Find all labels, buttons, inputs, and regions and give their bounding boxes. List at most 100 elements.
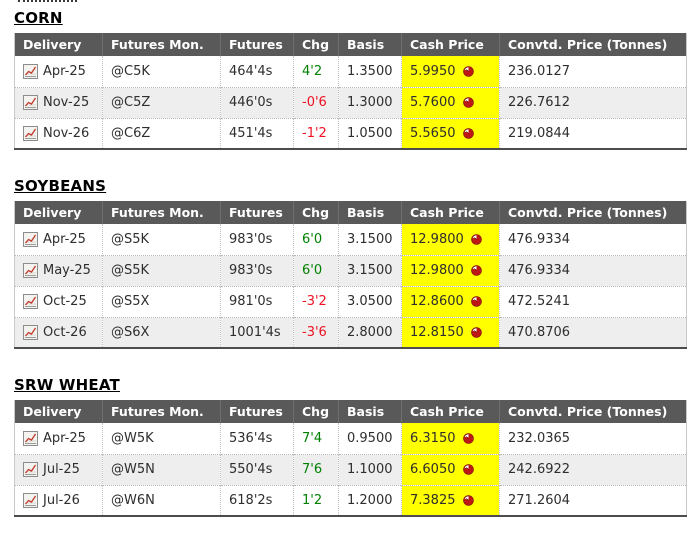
cash-price-cell: 6.6050 (401, 453, 500, 485)
delayed-quote-clock-icon (470, 233, 482, 245)
price-chart-icon[interactable] (23, 95, 38, 110)
basis-cell: 3.1500 (338, 254, 402, 286)
futures-price-cell: 981'0s (220, 285, 294, 317)
cash-price-cell: 12.8600 (401, 285, 500, 317)
table-row: Oct-26 @S6X 1001'4s -3'6 2.8000 12.8150 … (14, 316, 687, 348)
cash-price-cell: 7.3825 (401, 484, 500, 516)
delivery-label: Jul-26 (43, 492, 80, 508)
table-header-row: Delivery Futures Mon. Futures Chg Basis … (14, 201, 687, 224)
delayed-quote-clock-icon (470, 265, 482, 276)
futures-price-cell: 1001'4s (220, 316, 294, 348)
col-header-futures: Futures (220, 400, 294, 423)
delivery-cell: Oct-26 (14, 316, 103, 348)
table-row: Jul-26 @W6N 618'2s 1'2 1.2000 7.3825 271… (14, 484, 687, 516)
price-chart-icon[interactable] (23, 294, 38, 309)
change-cell: 7'6 (293, 453, 339, 485)
cash-price-value: 6.6050 (410, 462, 456, 477)
col-header-futures: Futures (220, 33, 294, 56)
convtd-price-cell: 470.8706 (499, 316, 687, 348)
change-cell: -3'6 (293, 316, 339, 348)
delivery-cell: Nov-25 (14, 86, 103, 118)
col-header-chg: Chg (293, 400, 339, 423)
cash-price-cell: 6.3150 (401, 423, 500, 454)
change-cell: 1'2 (293, 484, 339, 516)
cash-price-cell: 12.9800 (401, 224, 500, 255)
cash-price-value: 6.3150 (410, 430, 456, 446)
futures-price-cell: 446'0s (220, 86, 294, 118)
basis-cell: 3.0500 (338, 285, 402, 317)
basis-cell: 2.8000 (338, 316, 402, 348)
price-chart-icon[interactable] (23, 430, 38, 446)
table-header-row: Delivery Futures Mon. Futures Chg Basis … (14, 33, 687, 56)
col-header-futures: Futures (220, 201, 294, 224)
cash-bids-table: Delivery Futures Mon. Futures Chg Basis … (14, 201, 687, 349)
delivery-label: May-25 (43, 263, 91, 278)
cash-price-value: 12.9800 (410, 231, 464, 247)
price-chart-icon[interactable] (23, 462, 38, 477)
futures-price-cell: 451'4s (220, 117, 294, 149)
futures-price-cell: 983'0s (220, 224, 294, 255)
table-row: Apr-25 @S5K 983'0s 6'0 3.1500 12.9800 47… (14, 224, 687, 255)
futures-month-cell: @S5K (102, 254, 221, 286)
delayed-quote-clock-icon (462, 464, 474, 475)
futures-price-cell: 536'4s (220, 423, 294, 454)
futures-price-cell: 550'4s (220, 453, 294, 485)
col-header-basis: Basis (338, 400, 402, 423)
cash-price-cell: 12.8150 (401, 316, 500, 348)
delayed-quote-clock-icon (470, 326, 482, 338)
col-header-delivery: Delivery (14, 33, 103, 56)
change-cell: -1'2 (293, 117, 339, 149)
futures-month-cell: @C6Z (102, 117, 221, 149)
futures-month-cell: @S5K (102, 224, 221, 255)
convtd-price-cell: 472.5241 (499, 285, 687, 317)
col-header-futures-month: Futures Mon. (102, 201, 221, 224)
table-row: Apr-25 @C5K 464'4s 4'2 1.3500 5.9950 236… (14, 56, 687, 87)
futures-price-cell: 618'2s (220, 484, 294, 516)
price-chart-icon[interactable] (23, 492, 38, 508)
col-header-futures-month: Futures Mon. (102, 400, 221, 423)
change-cell: 7'4 (293, 423, 339, 454)
convtd-price-cell: 271.2604 (499, 484, 687, 516)
change-cell: 6'0 (293, 254, 339, 286)
cash-price-cell: 5.9950 (401, 56, 500, 87)
table-row: Nov-25 @C5Z 446'0s -0'6 1.3000 5.7600 22… (14, 86, 687, 118)
section-title: SRW WHEAT (14, 376, 120, 394)
section-title: SOYBEANS (14, 177, 107, 195)
basis-cell: 3.1500 (338, 224, 402, 255)
col-header-futures-month: Futures Mon. (102, 33, 221, 56)
col-header-chg: Chg (293, 33, 339, 56)
convtd-price-cell: 219.0844 (499, 117, 687, 149)
col-header-delivery: Delivery (14, 201, 103, 224)
delivery-label: Oct-25 (43, 294, 87, 309)
delivery-cell: Apr-25 (14, 56, 103, 87)
commodity-section: CORN Delivery Futures Mon. Futures Chg B… (14, 9, 687, 150)
delivery-label: Oct-26 (43, 324, 87, 340)
convtd-price-cell: 476.9334 (499, 254, 687, 286)
delivery-cell: May-25 (14, 254, 103, 286)
cash-price-value: 12.9800 (410, 263, 464, 278)
futures-month-cell: @C5K (102, 56, 221, 87)
delayed-quote-clock-icon (462, 65, 474, 77)
cash-price-value: 5.5650 (410, 125, 456, 141)
basis-cell: 1.2000 (338, 484, 402, 516)
col-header-basis: Basis (338, 201, 402, 224)
price-chart-icon[interactable] (23, 263, 38, 278)
delayed-quote-clock-icon (462, 127, 474, 139)
delayed-quote-clock-icon (470, 296, 482, 307)
price-chart-icon[interactable] (23, 324, 38, 340)
col-header-delivery: Delivery (14, 400, 103, 423)
price-chart-icon[interactable] (23, 231, 38, 247)
basis-cell: 1.3000 (338, 86, 402, 118)
delivery-cell: Apr-25 (14, 224, 103, 255)
change-cell: -3'2 (293, 285, 339, 317)
price-chart-icon[interactable] (23, 63, 38, 79)
col-header-convtd-price: Convtd. Price (Tonnes) (499, 201, 687, 224)
col-header-chg: Chg (293, 201, 339, 224)
price-chart-icon[interactable] (23, 125, 38, 141)
delivery-cell: Jul-26 (14, 484, 103, 516)
delivery-label: Nov-26 (43, 125, 90, 141)
cash-price-value: 5.9950 (410, 63, 456, 79)
cash-price-value: 7.3825 (410, 492, 456, 508)
basis-cell: 1.1000 (338, 453, 402, 485)
delivery-label: Apr-25 (43, 231, 86, 247)
